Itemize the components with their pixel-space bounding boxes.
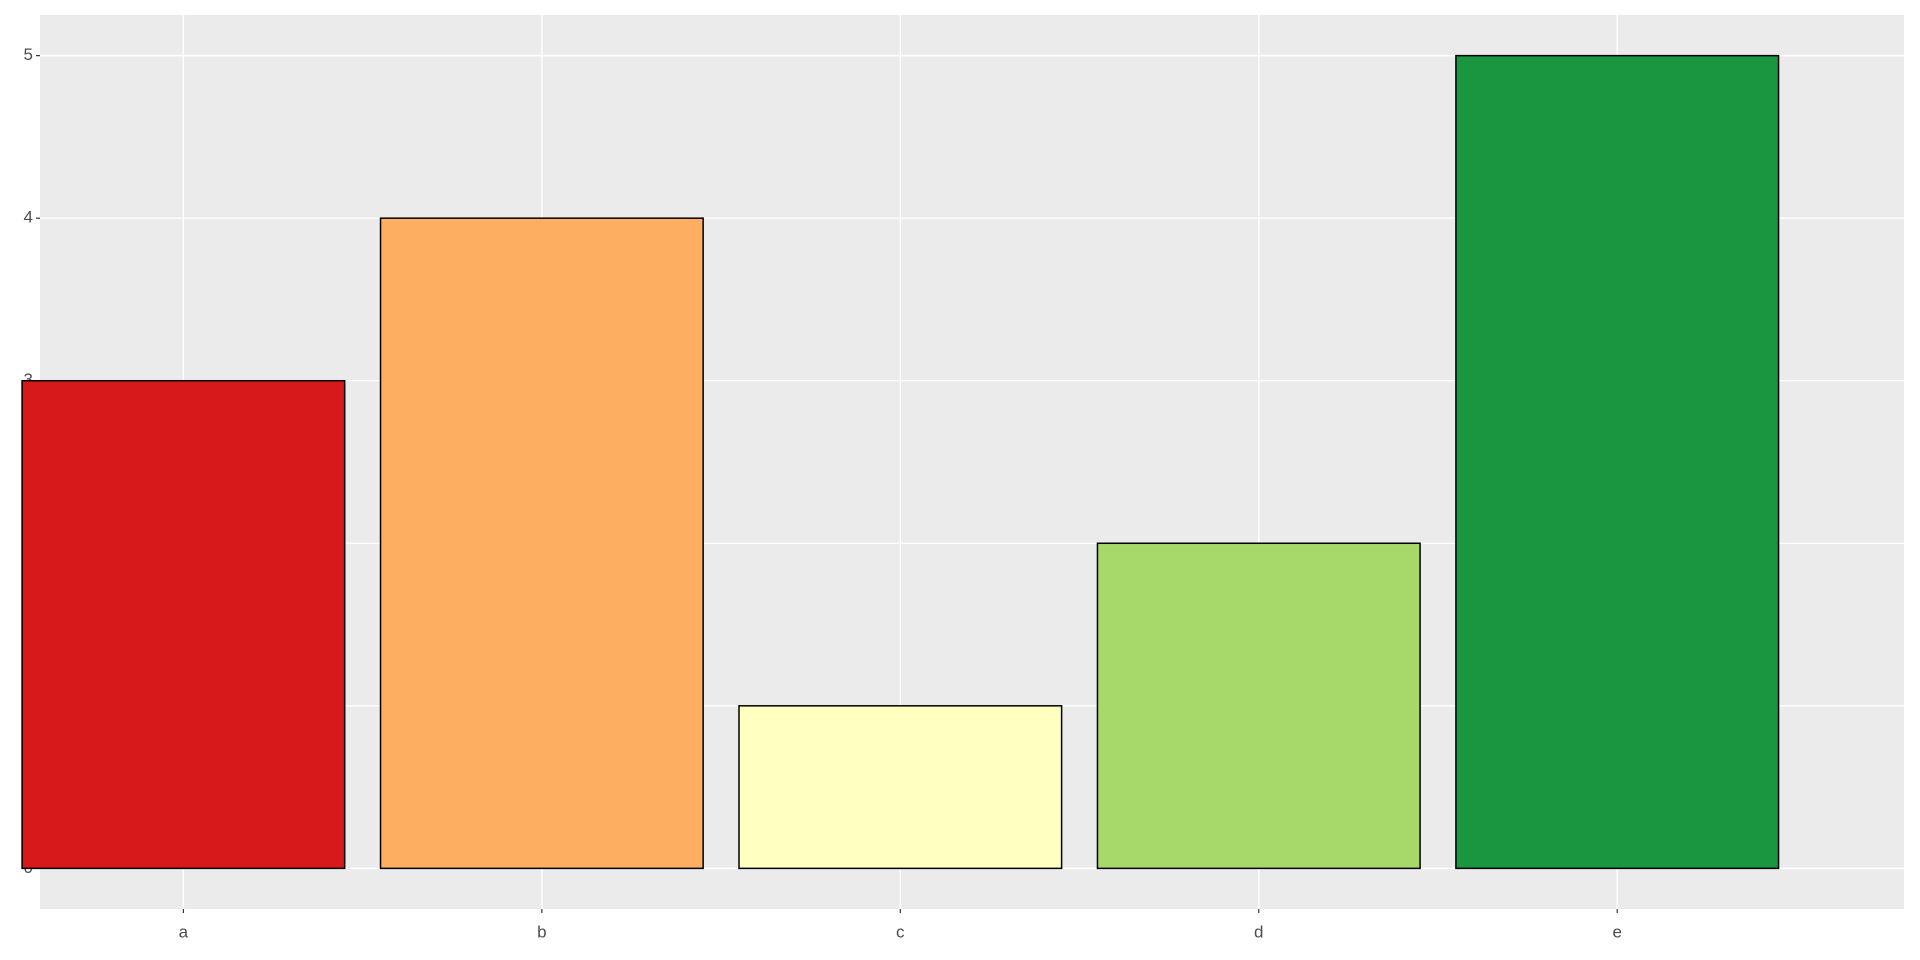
bar (21, 379, 346, 870)
bar (1096, 542, 1421, 870)
y-tick-label: 4 (24, 208, 33, 227)
x-tick-label: c (896, 922, 905, 941)
y-tick-label: 5 (24, 45, 33, 64)
bar (738, 705, 1063, 870)
bar (1455, 54, 1780, 870)
x-tick-label: a (179, 922, 189, 941)
bar (379, 217, 704, 870)
x-tick-label: d (1254, 922, 1263, 941)
y-tick-label: 3 (24, 370, 33, 389)
x-tick-label: e (1612, 922, 1621, 941)
x-tick-label: b (537, 922, 546, 941)
